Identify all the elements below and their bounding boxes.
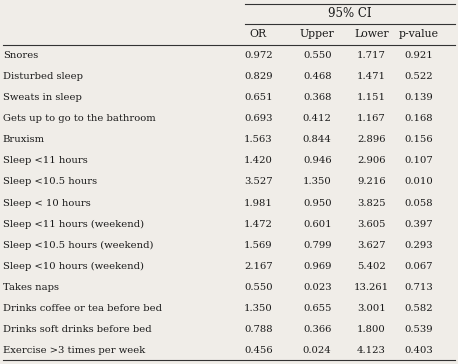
Text: 0.655: 0.655 [303,304,332,313]
Text: 0.788: 0.788 [244,325,273,334]
Text: 3.001: 3.001 [357,304,386,313]
Text: 13.261: 13.261 [354,283,389,292]
Text: 0.693: 0.693 [244,114,273,123]
Text: 0.829: 0.829 [244,72,273,81]
Text: 1.800: 1.800 [357,325,386,334]
Text: 0.397: 0.397 [405,219,433,229]
Text: 0.107: 0.107 [405,157,433,165]
Text: 0.024: 0.024 [303,346,332,355]
Text: 0.651: 0.651 [244,93,273,102]
Text: Drinks soft drinks before bed: Drinks soft drinks before bed [3,325,152,334]
Text: 1.717: 1.717 [357,51,386,60]
Text: 1.981: 1.981 [244,199,273,207]
Text: OR: OR [250,29,267,39]
Text: 3.627: 3.627 [357,241,386,250]
Text: 0.972: 0.972 [244,51,273,60]
Text: 1.569: 1.569 [244,241,273,250]
Text: 0.067: 0.067 [405,262,433,271]
Text: 2.896: 2.896 [357,135,386,145]
Text: 0.403: 0.403 [405,346,433,355]
Text: 3.605: 3.605 [357,219,386,229]
Text: Bruxism: Bruxism [3,135,45,145]
Text: 0.412: 0.412 [303,114,332,123]
Text: 0.058: 0.058 [405,199,433,207]
Text: 0.550: 0.550 [303,51,332,60]
Text: 1.151: 1.151 [357,93,386,102]
Text: 1.471: 1.471 [357,72,386,81]
Text: 0.921: 0.921 [405,51,433,60]
Text: 0.550: 0.550 [244,283,273,292]
Text: Sleep <11 hours (weekend): Sleep <11 hours (weekend) [3,219,144,229]
Text: 2.906: 2.906 [357,157,386,165]
Text: 0.168: 0.168 [405,114,433,123]
Text: Lower: Lower [354,29,389,39]
Text: 0.713: 0.713 [405,283,433,292]
Text: 0.156: 0.156 [405,135,433,145]
Text: 1.350: 1.350 [244,304,273,313]
Text: 3.825: 3.825 [357,199,386,207]
Text: Sleep <10.5 hours (weekend): Sleep <10.5 hours (weekend) [3,241,153,250]
Text: 1.350: 1.350 [303,178,332,186]
Text: Snores: Snores [3,51,38,60]
Text: Disturbed sleep: Disturbed sleep [3,72,83,81]
Text: 0.969: 0.969 [303,262,332,271]
Text: 0.368: 0.368 [303,93,332,102]
Text: 1.167: 1.167 [357,114,386,123]
Text: 0.950: 0.950 [303,199,332,207]
Text: 1.563: 1.563 [244,135,273,145]
Text: 0.799: 0.799 [303,241,332,250]
Text: 0.844: 0.844 [303,135,332,145]
Text: p-value: p-value [399,29,439,39]
Text: 0.468: 0.468 [303,72,332,81]
Text: 0.539: 0.539 [405,325,433,334]
Text: Sleep <10.5 hours: Sleep <10.5 hours [3,178,97,186]
Text: Drinks coffee or tea before bed: Drinks coffee or tea before bed [3,304,162,313]
Text: 0.946: 0.946 [303,157,332,165]
Text: Takes naps: Takes naps [3,283,59,292]
Text: 0.010: 0.010 [405,178,433,186]
Text: Sleep <10 hours (weekend): Sleep <10 hours (weekend) [3,262,144,271]
Text: 0.601: 0.601 [303,219,332,229]
Text: 0.522: 0.522 [405,72,433,81]
Text: Upper: Upper [300,29,335,39]
Text: 1.420: 1.420 [244,157,273,165]
Text: 3.527: 3.527 [244,178,273,186]
Text: 4.123: 4.123 [357,346,386,355]
Text: 2.167: 2.167 [244,262,273,271]
Text: 5.402: 5.402 [357,262,386,271]
Text: Sleep <11 hours: Sleep <11 hours [3,157,87,165]
Text: Gets up to go to the bathroom: Gets up to go to the bathroom [3,114,156,123]
Text: 95% CI: 95% CI [328,7,372,20]
Text: 0.582: 0.582 [405,304,433,313]
Text: 0.366: 0.366 [303,325,332,334]
Text: 0.023: 0.023 [303,283,332,292]
Text: 0.293: 0.293 [405,241,433,250]
Text: 1.472: 1.472 [244,219,273,229]
Text: 9.216: 9.216 [357,178,386,186]
Text: Sweats in sleep: Sweats in sleep [3,93,82,102]
Text: 0.456: 0.456 [244,346,273,355]
Text: 0.139: 0.139 [405,93,433,102]
Text: Sleep < 10 hours: Sleep < 10 hours [3,199,91,207]
Text: Exercise >3 times per week: Exercise >3 times per week [3,346,145,355]
